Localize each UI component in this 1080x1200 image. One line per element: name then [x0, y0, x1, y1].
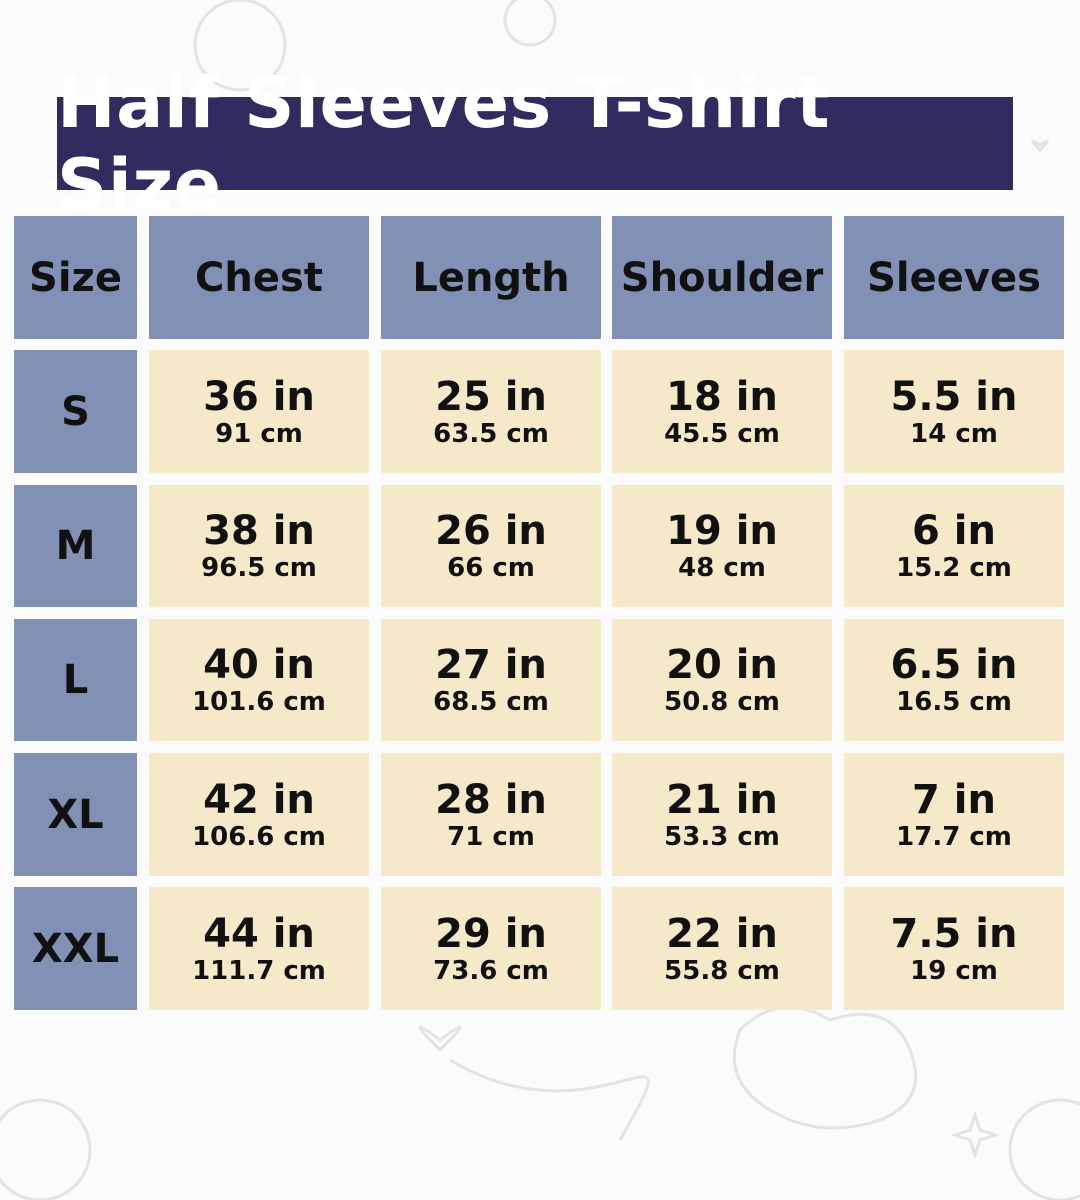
- inch-value: 38 in: [203, 508, 315, 554]
- inch-value: 36 in: [203, 373, 315, 420]
- inch-value: 27 in: [435, 642, 547, 688]
- measurement-cell: 6.5 in 16.5 cm: [844, 619, 1064, 741]
- measurement-cell: 7.5 in 19 cm: [844, 887, 1064, 1010]
- inch-value: 19 in: [666, 508, 778, 554]
- yarn-ball-icon: [0, 1098, 92, 1200]
- inch-value: 6 in: [912, 508, 996, 554]
- measurement-cell: 22 in 55.8 cm: [612, 887, 832, 1010]
- column-header: Shoulder: [612, 216, 832, 339]
- column-header: Chest: [149, 216, 369, 339]
- inch-value: 28 in: [435, 776, 547, 823]
- inch-value: 18 in: [666, 373, 778, 420]
- measurement-cell: 44 in 111.7 cm: [149, 887, 369, 1010]
- measurement-cell: 28 in 71 cm: [381, 753, 601, 876]
- size-label: XXL: [14, 887, 137, 1010]
- cm-value: 15.2 cm: [896, 553, 1012, 583]
- cm-value: 17.7 cm: [896, 821, 1012, 852]
- inch-value: 5.5 in: [890, 373, 1018, 420]
- inch-value: 21 in: [666, 776, 778, 823]
- yarn-ball-icon: [1008, 1098, 1080, 1200]
- sparkle-icon: [950, 1110, 1000, 1160]
- cm-value: 101.6 cm: [192, 687, 326, 717]
- cm-value: 53.3 cm: [664, 821, 780, 852]
- cm-value: 111.7 cm: [192, 955, 326, 986]
- inch-value: 20 in: [666, 642, 778, 688]
- inch-value: 26 in: [435, 508, 547, 554]
- cm-value: 96.5 cm: [201, 553, 317, 583]
- inch-value: 44 in: [203, 910, 315, 957]
- yarn-ball-icon: [193, 0, 287, 92]
- cm-value: 91 cm: [215, 418, 303, 449]
- cm-value: 66 cm: [447, 553, 535, 583]
- inch-value: 42 in: [203, 776, 315, 823]
- yarn-string: [449, 1058, 650, 1141]
- measurement-cell: 7 in 17.7 cm: [844, 753, 1064, 876]
- inch-value: 22 in: [666, 910, 778, 957]
- measurement-cell: 6 in 15.2 cm: [844, 485, 1064, 607]
- cm-value: 48 cm: [678, 553, 766, 583]
- cm-value: 106.6 cm: [192, 821, 326, 852]
- sheep-icon: [732, 1005, 918, 1130]
- cm-value: 45.5 cm: [664, 418, 780, 449]
- cm-value: 16.5 cm: [896, 687, 1012, 717]
- heart-icon: [418, 1025, 462, 1053]
- measurement-cell: 36 in 91 cm: [149, 350, 369, 473]
- cm-value: 63.5 cm: [433, 418, 549, 449]
- size-label: L: [14, 619, 137, 741]
- measurement-cell: 20 in 50.8 cm: [612, 619, 832, 741]
- cm-value: 19 cm: [910, 955, 998, 986]
- inch-value: 40 in: [203, 642, 315, 688]
- button-icon: [503, 0, 557, 47]
- measurement-cell: 21 in 53.3 cm: [612, 753, 832, 876]
- inch-value: 29 in: [435, 910, 547, 957]
- column-header: Sleeves: [844, 216, 1064, 339]
- column-header: Size: [14, 216, 137, 339]
- cm-value: 68.5 cm: [433, 687, 549, 717]
- inch-value: 25 in: [435, 373, 547, 420]
- measurement-cell: 42 in 106.6 cm: [149, 753, 369, 876]
- heart-icon: [1031, 139, 1049, 153]
- size-label: XL: [14, 753, 137, 876]
- measurement-cell: 25 in 63.5 cm: [381, 350, 601, 473]
- cm-value: 14 cm: [910, 418, 998, 449]
- measurement-cell: 26 in 66 cm: [381, 485, 601, 607]
- measurement-cell: 40 in 101.6 cm: [149, 619, 369, 741]
- measurement-cell: 38 in 96.5 cm: [149, 485, 369, 607]
- inch-value: 7.5 in: [890, 910, 1018, 957]
- inch-value: 7 in: [912, 776, 996, 823]
- page-title: Half Sleeves T-shirt Size: [57, 62, 1013, 226]
- size-label: S: [14, 350, 137, 473]
- inch-value: 6.5 in: [890, 642, 1018, 688]
- cm-value: 55.8 cm: [664, 955, 780, 986]
- measurement-cell: 27 in 68.5 cm: [381, 619, 601, 741]
- column-header: Length: [381, 216, 601, 339]
- measurement-cell: 19 in 48 cm: [612, 485, 832, 607]
- measurement-cell: 18 in 45.5 cm: [612, 350, 832, 473]
- measurement-cell: 5.5 in 14 cm: [844, 350, 1064, 473]
- size-label: M: [14, 485, 137, 607]
- cm-value: 73.6 cm: [433, 955, 549, 986]
- measurement-cell: 29 in 73.6 cm: [381, 887, 601, 1010]
- cm-value: 71 cm: [447, 821, 535, 852]
- cm-value: 50.8 cm: [664, 687, 780, 717]
